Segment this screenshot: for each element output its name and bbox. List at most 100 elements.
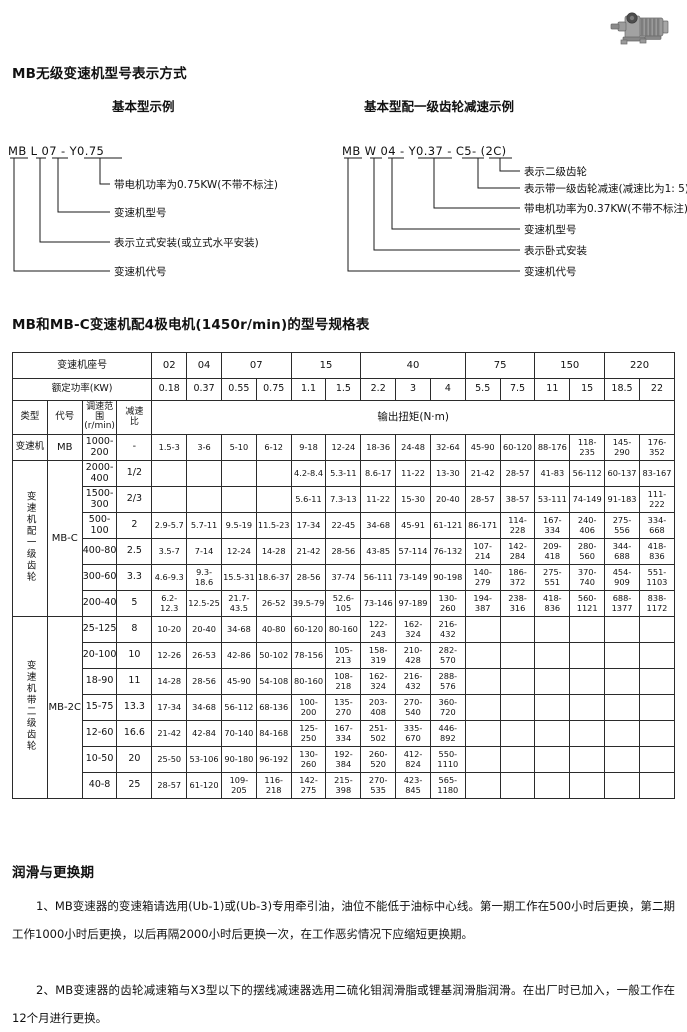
torque-cell: 418-836 [638, 538, 676, 565]
torque-cell [569, 694, 606, 721]
torque-cell: 125-250 [290, 720, 327, 747]
torque-cell: 162-324 [395, 616, 431, 643]
torque-cell: 76-132 [429, 538, 466, 565]
torque-cell: 56-112 [220, 694, 257, 721]
torque-cell: 5-10 [220, 434, 257, 461]
torque-cell: 22-45 [325, 512, 362, 539]
torque-cell: 15-30 [395, 486, 431, 513]
torque-cell [534, 772, 571, 799]
torque-cell: 344-688 [604, 538, 640, 565]
torque-cell: 28-57 [499, 460, 536, 487]
frame-size-cell: 07 [220, 352, 292, 379]
torque-cell [604, 746, 640, 773]
rated-power-cell: 0.37 [186, 378, 222, 401]
reduction-ratio-cell: - [116, 434, 153, 461]
torque-cell: 20-40 [186, 616, 222, 643]
torque-cell: 238-316 [499, 590, 536, 617]
torque-cell: 5.6-11 [290, 486, 327, 513]
torque-cell: 54-108 [255, 668, 292, 695]
torque-cell [255, 486, 292, 513]
torque-cell [638, 642, 676, 669]
torque-cell: 105-213 [325, 642, 362, 669]
torque-cell [534, 616, 571, 643]
group-type-cell: 变速机 [12, 434, 48, 461]
torque-cell [534, 694, 571, 721]
torque-cell: 12.5-25 [186, 590, 222, 617]
torque-cell: 216-432 [395, 668, 431, 695]
rated-power-cell: 2.2 [360, 378, 397, 401]
spec-table-wrapper: 变速机座号 02 04 07 15 40 75 150 220 额定功率(KW) 0.18 0.37 0… [11, 352, 676, 799]
torque-cell [255, 460, 292, 487]
torque-cell: 60-137 [604, 460, 640, 487]
table-row: 10-50 20 25-50 53-106 90-180 96-192 130-260 192… [13, 746, 676, 773]
torque-cell: 216-432 [429, 616, 466, 643]
torque-cell: 550-1110 [429, 746, 466, 773]
torque-cell: 360-720 [429, 694, 466, 721]
torque-cell [534, 642, 571, 669]
torque-cell: 6.2-12.3 [151, 590, 188, 617]
torque-cell: 73-146 [360, 590, 397, 617]
torque-cell: 18-36 [360, 434, 397, 461]
frame-size-cell: 02 [151, 352, 188, 379]
torque-cell: 107-214 [464, 538, 501, 565]
torque-cell: 334-668 [638, 512, 676, 539]
rated-power-cell: 15 [569, 378, 606, 401]
torque-cell: 130-260 [290, 746, 327, 773]
diagram-left-label-1: 变速机型号 [114, 207, 167, 219]
torque-cell: 42-86 [220, 642, 257, 669]
table-row: 300-60 3.3 4.6-9.3 9.3-18.6 15.5-31 18.6-37 28… [13, 564, 676, 591]
torque-cell: 260-520 [360, 746, 397, 773]
diagram-left-label-3: 变速机代号 [114, 266, 167, 278]
torque-cell: 10-20 [151, 616, 188, 643]
torque-cell [499, 720, 536, 747]
torque-cell: 167-334 [325, 720, 362, 747]
torque-cell: 42-84 [186, 720, 222, 747]
torque-cell: 335-670 [395, 720, 431, 747]
header-speed-range: 调速范围 (r/min) [81, 400, 118, 435]
torque-cell: 275-551 [534, 564, 571, 591]
torque-cell: 78-156 [290, 642, 327, 669]
torque-cell: 70-140 [220, 720, 257, 747]
torque-cell: 14-28 [255, 538, 292, 565]
torque-cell: 551-1103 [638, 564, 676, 591]
torque-cell: 21-42 [464, 460, 501, 487]
torque-cell: 176-352 [638, 434, 676, 461]
torque-cell: 270-535 [360, 772, 397, 799]
torque-cell [464, 720, 501, 747]
torque-cell: 5.3-11 [325, 460, 362, 487]
torque-cell: 28-57 [151, 772, 188, 799]
reduction-ratio-cell: 8 [116, 616, 153, 643]
torque-cell: 84-168 [255, 720, 292, 747]
torque-cell [638, 668, 676, 695]
torque-cell: 45-90 [220, 668, 257, 695]
table-row: 变速机带二级齿轮 MB-2C 25-125 8 10-20 20-40 34-68 40-80… [12, 616, 676, 799]
rated-power-cell: 0.55 [220, 378, 257, 401]
torque-cell: 142-275 [290, 772, 327, 799]
torque-cell [499, 746, 536, 773]
torque-cell [151, 460, 188, 487]
torque-cell: 61-120 [186, 772, 222, 799]
torque-cell: 73-149 [395, 564, 431, 591]
group-code-cell: MB-2C [46, 616, 83, 799]
torque-cell: 418-836 [534, 590, 571, 617]
speed-range-cell: 12-60 [81, 720, 118, 747]
frame-size-cell: 220 [604, 352, 675, 379]
torque-cell [604, 616, 640, 643]
torque-cell [569, 616, 606, 643]
rated-power-cell: 11 [534, 378, 571, 401]
torque-cell: 100-200 [290, 694, 327, 721]
reduction-ratio-cell: 2.5 [116, 538, 153, 565]
torque-cell: 116-218 [255, 772, 292, 799]
diagram-right-label-2: 带电机功率为0.37KW(不带不标注) [524, 203, 687, 215]
torque-cell: 12-24 [325, 434, 362, 461]
torque-cell [604, 642, 640, 669]
torque-cell [220, 460, 257, 487]
torque-cell: 3-6 [186, 434, 222, 461]
torque-cell [151, 486, 188, 513]
speed-range-cell: 25-125 [81, 616, 118, 643]
torque-cell: 275-556 [604, 512, 640, 539]
table-row: 12-60 16.6 21-42 42-84 70-140 84-168 125-250 16… [13, 720, 676, 747]
speed-range-cell: 1000-200 [81, 434, 118, 461]
torque-cell: 12-24 [220, 538, 257, 565]
